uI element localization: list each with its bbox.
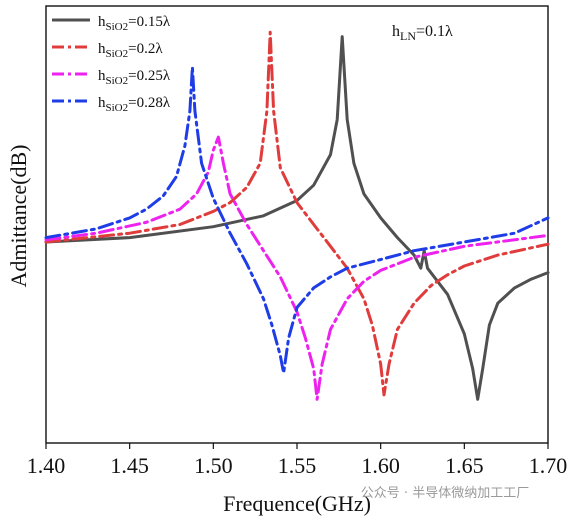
series-line-2 (44, 30, 550, 397)
watermark: 公众号 · 半导体微纳加工工厂 (361, 486, 529, 501)
legend-label: hSiO2=0.25λ (98, 68, 171, 87)
series-line-4 (44, 65, 550, 375)
x-tick-label: 1.55 (278, 453, 317, 478)
x-tick-labels: 1.40 1.45 1.50 1.55 1.60 1.65 1.70 (27, 453, 568, 478)
annotation-h-ln: hLN=0.1λ (392, 23, 453, 43)
legend: hSiO2=0.15λ hSiO2=0.2λ hSiO2=0.25λ hSiO2=0.… (52, 14, 171, 114)
series-layer (44, 30, 550, 401)
x-axis-title: Frequence(GHz) (223, 491, 371, 516)
x-tick-label: 1.65 (445, 453, 484, 478)
x-tick-marks (45, 443, 549, 449)
x-tick-label: 1.45 (110, 453, 149, 478)
legend-label: hSiO2=0.2λ (98, 41, 163, 60)
x-tick-label: 1.50 (194, 453, 233, 478)
x-tick-label: 1.40 (27, 453, 66, 478)
legend-label: hSiO2=0.28λ (98, 95, 171, 114)
series-line-1 (44, 35, 550, 401)
y-axis-title: Admittance(dB) (6, 145, 31, 288)
series-line-3 (44, 135, 550, 401)
x-tick-label: 1.60 (361, 453, 400, 478)
x-tick-label: 1.70 (529, 453, 568, 478)
legend-label: hSiO2=0.15λ (98, 14, 171, 33)
